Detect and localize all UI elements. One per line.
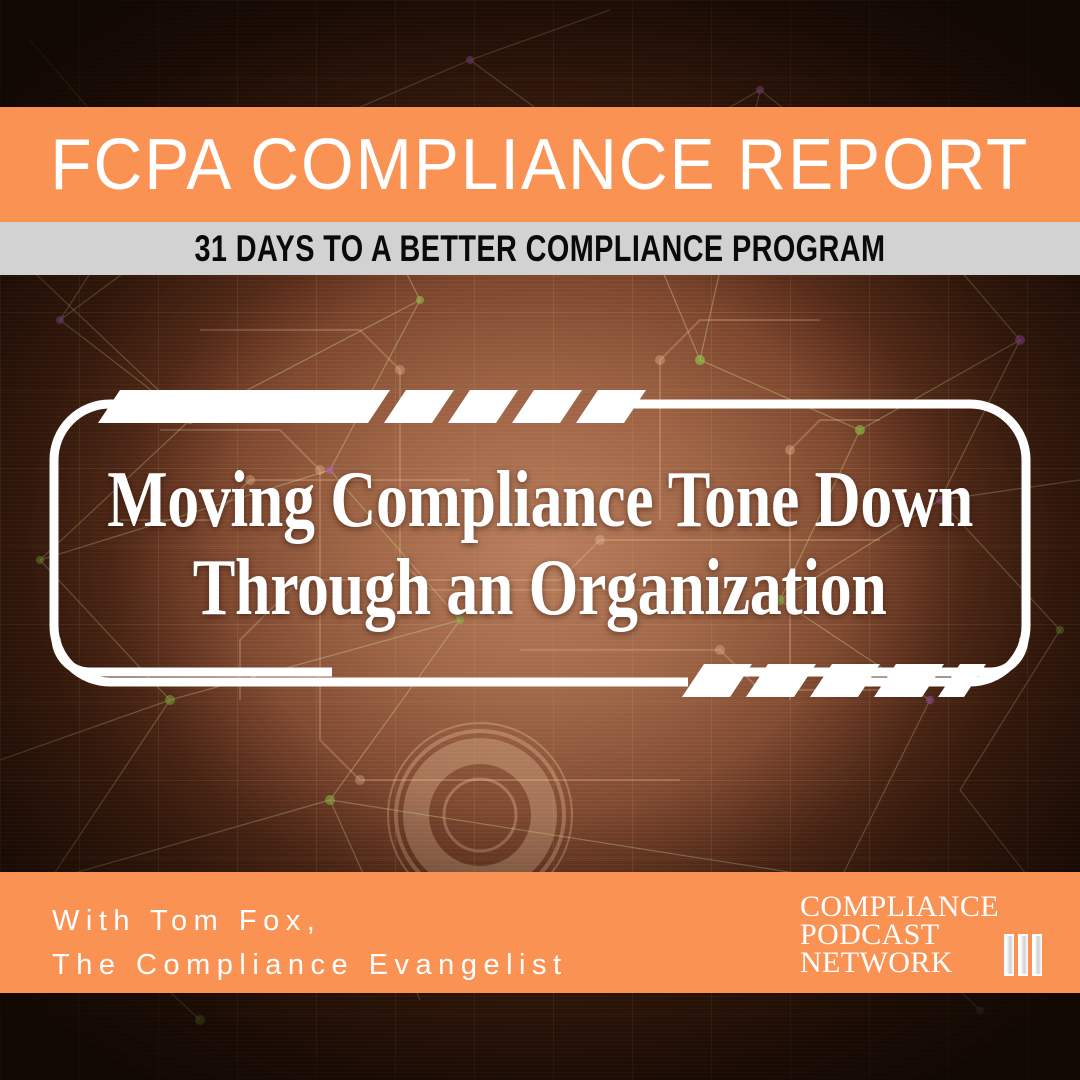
show-title: FCPA COMPLIANCE REPORT xyxy=(50,124,1030,205)
episode-title-line-1: Moving Compliance Tone Down xyxy=(107,456,973,545)
host-credit-line-1: With Tom Fox, xyxy=(52,905,322,937)
show-title-band: FCPA COMPLIANCE REPORT xyxy=(0,107,1080,222)
three-bars-icon xyxy=(1004,933,1042,976)
series-subtitle-band: 31 DAYS TO A BETTER COMPLIANCE PROGRAM xyxy=(0,222,1080,275)
logo-wordmark: COMPLIANCE PODCAST NETWORK xyxy=(799,890,999,979)
logo-bar-1 xyxy=(1004,933,1014,976)
compliance-podcast-network-logo: COMPLIANCE PODCAST NETWORK xyxy=(799,890,1042,979)
logo-line-1: COMPLIANCE xyxy=(799,890,999,923)
host-credit-line-2: The Compliance Evangelist xyxy=(52,949,568,982)
episode-title-line-2: Through an Organization xyxy=(193,544,887,632)
logo-bar-3 xyxy=(1032,933,1042,976)
decorative-frame xyxy=(38,388,1042,698)
logo-line-2: PODCAST xyxy=(799,917,940,951)
footer-band xyxy=(0,872,1080,993)
logo-line-3: NETWORK xyxy=(799,945,953,979)
logo-bar-2 xyxy=(1018,933,1028,976)
episode-title: Moving Compliance Tone Down Through an O… xyxy=(60,430,1020,660)
host-credit: With Tom Fox, The Compliance Evangelist xyxy=(52,899,568,987)
series-subtitle: 31 DAYS TO A BETTER COMPLIANCE PROGRAM xyxy=(194,228,886,269)
